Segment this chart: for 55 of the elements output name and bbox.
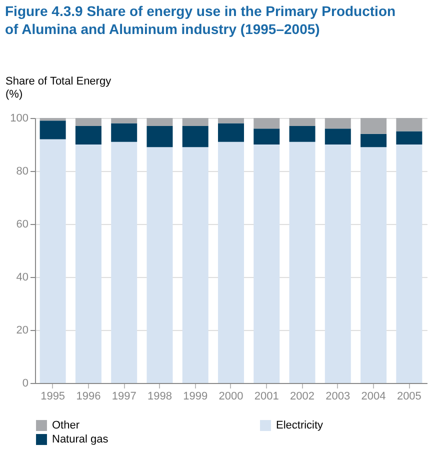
bar <box>40 118 66 121</box>
x-tick-label: 2004 <box>361 390 386 402</box>
bar <box>289 126 316 142</box>
x-tick-label: 2001 <box>254 390 279 402</box>
bar <box>182 126 208 148</box>
y-tick-label: 80 <box>16 166 28 178</box>
bar <box>146 126 173 148</box>
y-tick-label: 20 <box>16 324 28 336</box>
bar <box>324 144 351 383</box>
bar <box>360 147 387 383</box>
bar <box>324 128 351 144</box>
bar <box>111 123 138 142</box>
y-tick-label: 0 <box>22 378 28 390</box>
legend-label: Other <box>52 420 80 432</box>
bar <box>182 147 208 383</box>
bar <box>75 144 102 383</box>
bar <box>218 118 244 124</box>
y-tick-label: 60 <box>16 218 28 230</box>
bar <box>146 118 173 126</box>
y-tick-label: 100 <box>10 112 28 124</box>
bar <box>360 134 387 148</box>
x-tick-label: 2000 <box>218 390 244 402</box>
bar <box>396 118 422 132</box>
x-tick-label: 1997 <box>112 390 136 402</box>
bar <box>75 118 102 126</box>
y-tick-label: 40 <box>16 272 28 284</box>
legend-label: Electricity <box>276 420 324 432</box>
bar <box>396 144 422 383</box>
x-tick-label: 2002 <box>290 390 315 402</box>
bar <box>218 142 244 383</box>
x-tick-label: 2005 <box>396 390 422 402</box>
legend-label: Natural gas <box>52 434 109 446</box>
bar <box>111 142 138 383</box>
bar <box>324 118 351 129</box>
bar <box>289 142 316 383</box>
bar <box>182 118 208 126</box>
y-axis-title: Share of Total Energy (%) <box>6 76 112 100</box>
bar <box>289 118 316 126</box>
bar <box>360 118 387 134</box>
chart-title: Figure 4.3.9 Share of energy use in the Primary Production of Alumina and Aluminum industry (1995–2005) <box>5 3 396 37</box>
bar <box>146 147 173 383</box>
x-tick-label: 2003 <box>326 390 350 402</box>
x-tick-label: 1995 <box>40 390 66 402</box>
bar <box>254 118 280 129</box>
bar <box>254 128 280 144</box>
bar <box>396 131 422 144</box>
bar <box>40 139 66 383</box>
bar <box>40 120 66 140</box>
x-tick-label: 1998 <box>147 390 172 402</box>
bar <box>254 144 280 383</box>
bar <box>111 118 138 124</box>
bar <box>218 123 244 142</box>
x-tick-label: 1996 <box>76 390 101 402</box>
bar <box>75 126 102 144</box>
x-tick-label: 1999 <box>183 390 208 402</box>
